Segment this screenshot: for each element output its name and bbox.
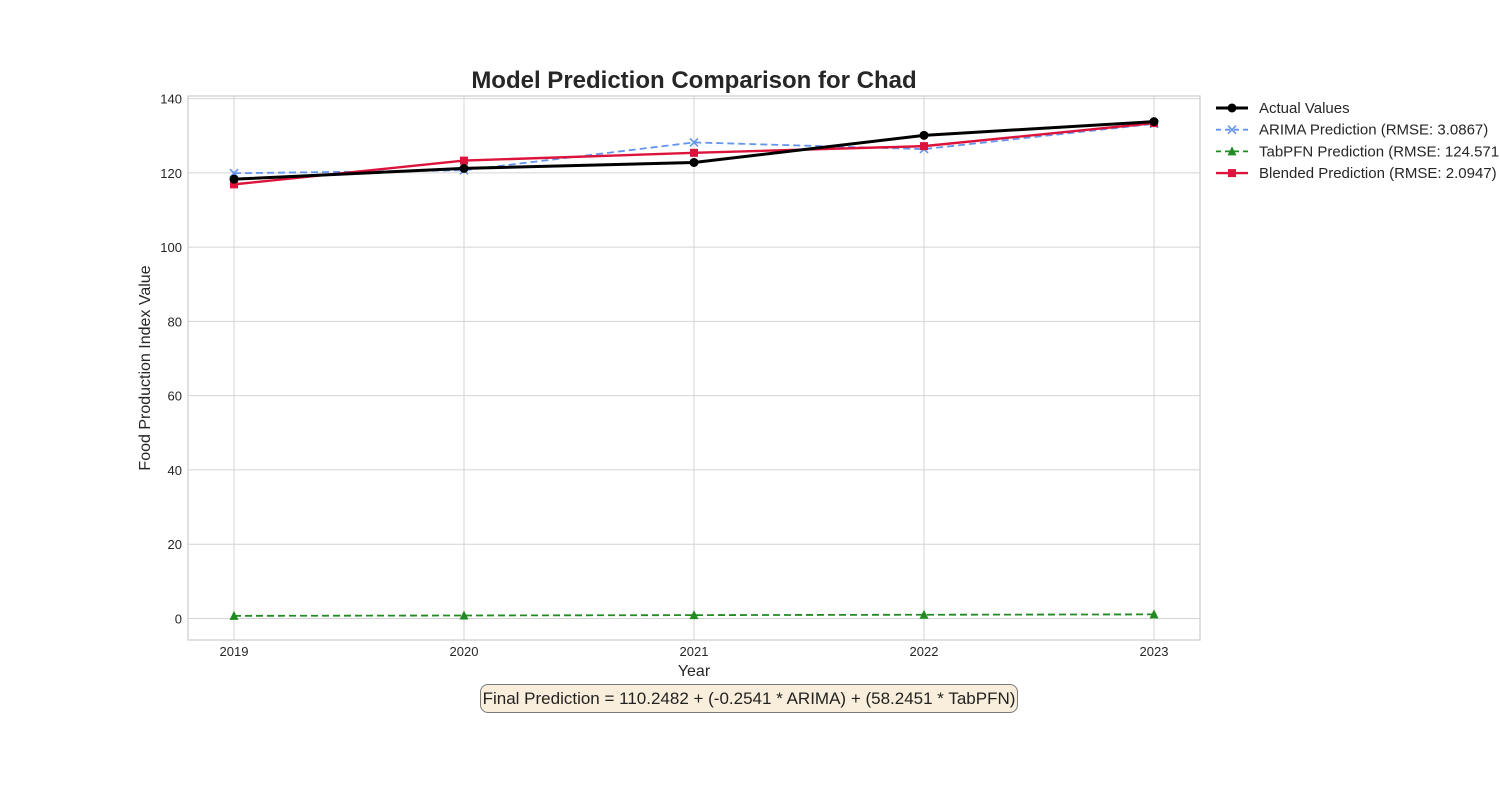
data-point-marker <box>1149 609 1159 619</box>
x-axis-label: Year <box>678 663 711 680</box>
data-point-marker <box>230 180 238 189</box>
data-point-marker <box>689 610 699 620</box>
y-tick-label: 140 <box>160 92 182 107</box>
data-point-marker <box>919 609 929 619</box>
data-point-marker <box>229 174 239 184</box>
y-tick-label: 0 <box>175 611 182 626</box>
chart-title: Model Prediction Comparison for Chad <box>471 67 916 94</box>
data-point-marker <box>690 148 698 157</box>
y-tick-label: 100 <box>160 240 182 255</box>
series-actual <box>229 117 1159 184</box>
data-point-marker <box>229 610 239 620</box>
legend-marker <box>1227 125 1237 135</box>
data-point-marker <box>689 157 699 167</box>
data-point-marker <box>689 137 699 147</box>
series-layer <box>229 117 1159 620</box>
legend-marker <box>1227 103 1237 113</box>
legend-marker <box>1227 146 1237 156</box>
y-axis-label: Food Production Index Value <box>137 265 154 470</box>
y-tick-label: 40 <box>168 463 182 478</box>
x-tick-label: 2019 <box>220 644 249 659</box>
data-point-marker <box>919 130 929 140</box>
legend-label: ARIMA Prediction (RMSE: 3.0867) <box>1259 122 1488 139</box>
plot-frame <box>187 95 1201 641</box>
grid-lines <box>188 96 1200 640</box>
legend: Actual Values ARIMA Prediction (RMSE: 3.0… <box>1216 100 1499 182</box>
y-tick-label: 20 <box>168 537 182 552</box>
series-tabpfn <box>229 609 1159 620</box>
x-tick-label: 2022 <box>910 644 939 659</box>
data-point-marker <box>1149 117 1159 127</box>
y-tick-label: 120 <box>160 166 182 181</box>
x-tick-label: 2020 <box>450 644 479 659</box>
tick-labels: 2019 2020 2021 2022 2023 0 20 40 60 80 100 120 140 <box>160 92 1168 659</box>
x-tick-label: 2023 <box>1140 644 1169 659</box>
legend-label: TabPFN Prediction (RMSE: 124.571 <box>1259 143 1499 160</box>
legend-marker <box>1228 169 1236 178</box>
legend-label: Actual Values <box>1259 100 1350 117</box>
y-tick-label: 80 <box>168 314 182 329</box>
x-tick-label: 2021 <box>680 644 709 659</box>
data-point-marker <box>460 156 468 165</box>
data-point-marker <box>920 142 928 151</box>
formula-annotation: Final Prediction = 110.2482 + (-0.2541 *… <box>480 684 1018 713</box>
legend-label: Blended Prediction (RMSE: 2.0947) <box>1259 165 1497 182</box>
y-tick-label: 60 <box>168 389 182 404</box>
data-point-marker <box>459 163 469 173</box>
data-point-marker <box>459 610 469 620</box>
